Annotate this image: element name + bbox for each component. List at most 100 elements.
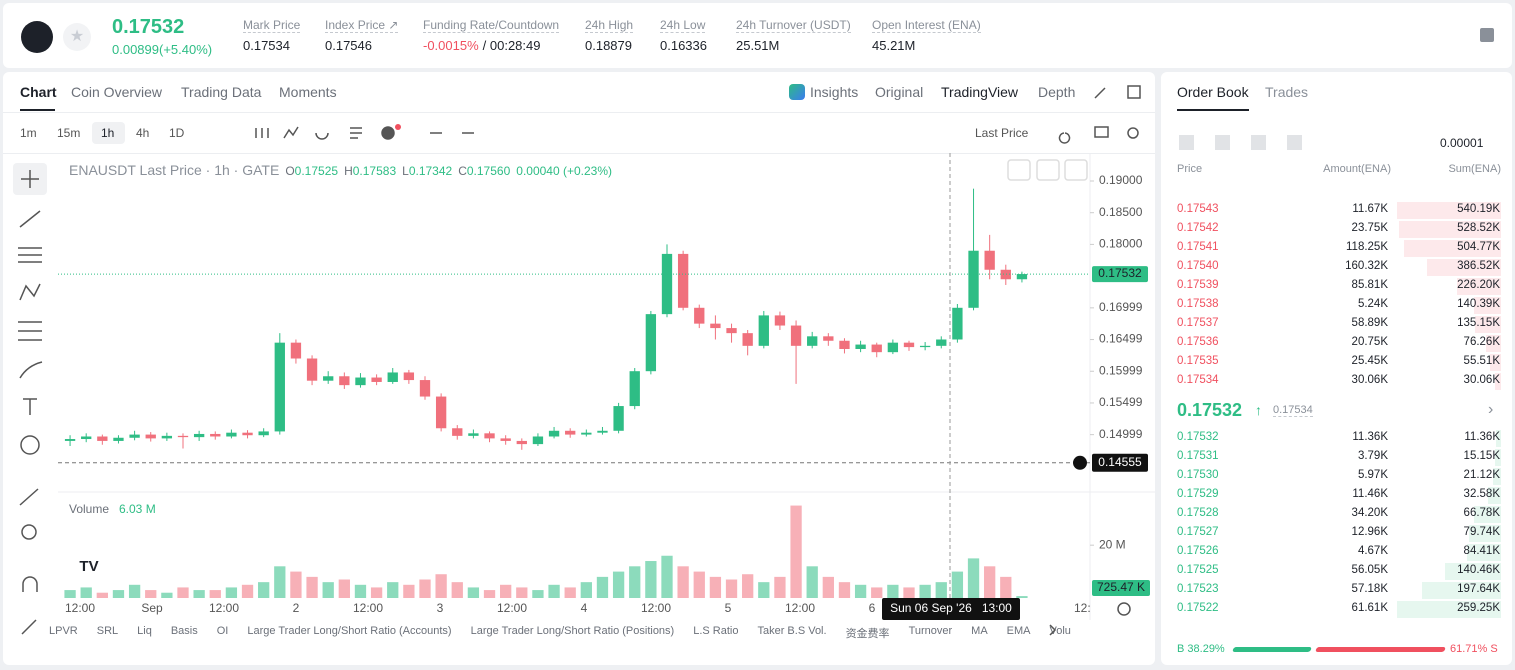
indicator-arrow[interactable]	[1049, 624, 1057, 636]
precision[interactable]: 0.00001	[1440, 136, 1484, 150]
ob-price: 0.17530	[1177, 469, 1219, 481]
toolbar-icons[interactable]	[255, 126, 1071, 144]
ob-price: 0.17534	[1177, 374, 1219, 386]
depth-bar	[1474, 506, 1501, 523]
indicator[interactable]: Volu	[1049, 625, 1071, 637]
expand-icons[interactable]	[1094, 85, 1141, 99]
ob-sum: 79.74K	[1463, 526, 1500, 538]
filter-both[interactable]	[1179, 135, 1194, 150]
stat-label: Open Interest (ENA)	[872, 18, 981, 33]
candle-body	[758, 315, 769, 346]
tool-emoji[interactable]	[20, 435, 40, 455]
tool-brush[interactable]	[19, 361, 43, 379]
legend-item: H0.17583	[344, 164, 396, 178]
indicator[interactable]: Liq	[137, 625, 152, 637]
ob-amount: 61.61K	[1351, 602, 1388, 614]
indicator[interactable]: Turnover	[908, 625, 953, 637]
camera-icon[interactable]	[1094, 126, 1109, 138]
indicator[interactable]: L.S Ratio	[693, 625, 739, 637]
candle-body	[306, 358, 318, 381]
indicator[interactable]: Large Trader Long/Short Ratio (Accounts)	[247, 625, 452, 637]
interval[interactable]: 1D	[169, 126, 185, 140]
indicator[interactable]: SRL	[96, 625, 119, 637]
ob-price: 0.17535	[1177, 355, 1219, 367]
indicator[interactable]: 资金费率	[845, 628, 890, 640]
indicator[interactable]: MA	[971, 625, 988, 637]
interval[interactable]: 1m	[20, 126, 37, 140]
price-type[interactable]: Last Price	[975, 126, 1029, 140]
indicator[interactable]: Taker B.S Vol.	[757, 625, 827, 637]
view-tab[interactable]: TradingView	[941, 84, 1019, 100]
view-tab[interactable]: Insights	[810, 84, 859, 100]
sell-bar	[1315, 647, 1446, 652]
indicator[interactable]: Large Trader Long/Short Ratio (Positions…	[470, 625, 675, 637]
interval[interactable]: 1h	[101, 126, 115, 140]
settings-small[interactable]	[1117, 602, 1131, 616]
x-tick-label: 12:00	[497, 601, 527, 615]
candle-body	[323, 376, 334, 381]
candle-body	[1016, 274, 1028, 280]
candle-body	[936, 339, 947, 346]
chart-tab[interactable]: Moments	[279, 84, 337, 100]
view-tab[interactable]: Depth	[1038, 84, 1076, 100]
tool-magnet[interactable]	[22, 576, 38, 592]
divider	[3, 153, 1155, 154]
favorite-star[interactable]: ★	[63, 23, 91, 51]
volume-bar	[1016, 596, 1028, 598]
candle-body	[839, 340, 850, 350]
indicator[interactable]: OI	[216, 625, 229, 637]
interval-selected-bg	[92, 122, 125, 144]
chart-tab[interactable]: Trading Data	[181, 84, 262, 100]
candle-body	[677, 253, 689, 308]
interval[interactable]: 15m	[57, 126, 81, 140]
tool-text[interactable]	[23, 398, 37, 415]
orderbook-tab[interactable]: Order Book	[1177, 84, 1249, 100]
refresh-btn[interactable]	[1064, 159, 1088, 181]
ai-icon	[789, 84, 805, 100]
ob-amount: 11.67K	[1352, 203, 1388, 215]
depth-bar	[1469, 525, 1501, 542]
depth-bar	[1457, 278, 1501, 295]
candle-body	[484, 433, 495, 439]
tool-line[interactable]	[19, 210, 41, 228]
indicator[interactable]: LPVR	[49, 625, 78, 637]
header-card	[3, 3, 1512, 68]
tool-zoom[interactable]	[21, 524, 37, 540]
filter-big[interactable]	[1287, 135, 1302, 150]
filter-asks[interactable]	[1215, 135, 1230, 150]
tool-cross[interactable]	[21, 170, 39, 188]
tool-fib[interactable]	[18, 321, 42, 341]
chart-tab[interactable]: Coin Overview	[71, 84, 163, 100]
filter-bids[interactable]	[1251, 135, 1266, 150]
indicator[interactable]: Basis	[170, 625, 198, 637]
view-tab[interactable]: Original	[875, 84, 924, 100]
volume-bar	[225, 587, 238, 598]
header-icon[interactable]	[1480, 28, 1494, 42]
coin-logo	[21, 21, 53, 53]
notify-dot	[395, 124, 401, 130]
volume-bar	[338, 579, 350, 598]
scroll-btn[interactable]	[1007, 159, 1031, 181]
stat-value: 0.18879	[585, 38, 632, 53]
tool-lines[interactable]	[18, 247, 42, 263]
trades-tab[interactable]: Trades	[1265, 84, 1309, 100]
interval[interactable]: 4h	[136, 126, 150, 140]
indicator[interactable]: EMA	[1006, 625, 1031, 637]
chevron[interactable]: ›	[1488, 401, 1494, 418]
settings-icon[interactable]	[1127, 127, 1139, 139]
tool-ruler[interactable]	[19, 488, 39, 506]
indicator-icon[interactable]	[381, 126, 395, 140]
current-price-box	[1092, 266, 1148, 283]
volume-bar	[580, 582, 592, 598]
tab-active[interactable]: Chart	[20, 84, 57, 100]
legend-item: O0.17525	[285, 164, 338, 178]
collapse-btn[interactable]	[1036, 159, 1060, 181]
depth-bar	[1492, 468, 1501, 485]
tool-pen[interactable]	[21, 619, 37, 635]
ob-price: 0.17543	[1177, 203, 1219, 215]
stat-value-text: 0.16336	[660, 38, 707, 53]
ob-amount: 58.89K	[1351, 317, 1388, 329]
candle-body	[355, 377, 366, 386]
tool-pattern[interactable]	[19, 283, 41, 301]
candle-body	[468, 433, 479, 436]
